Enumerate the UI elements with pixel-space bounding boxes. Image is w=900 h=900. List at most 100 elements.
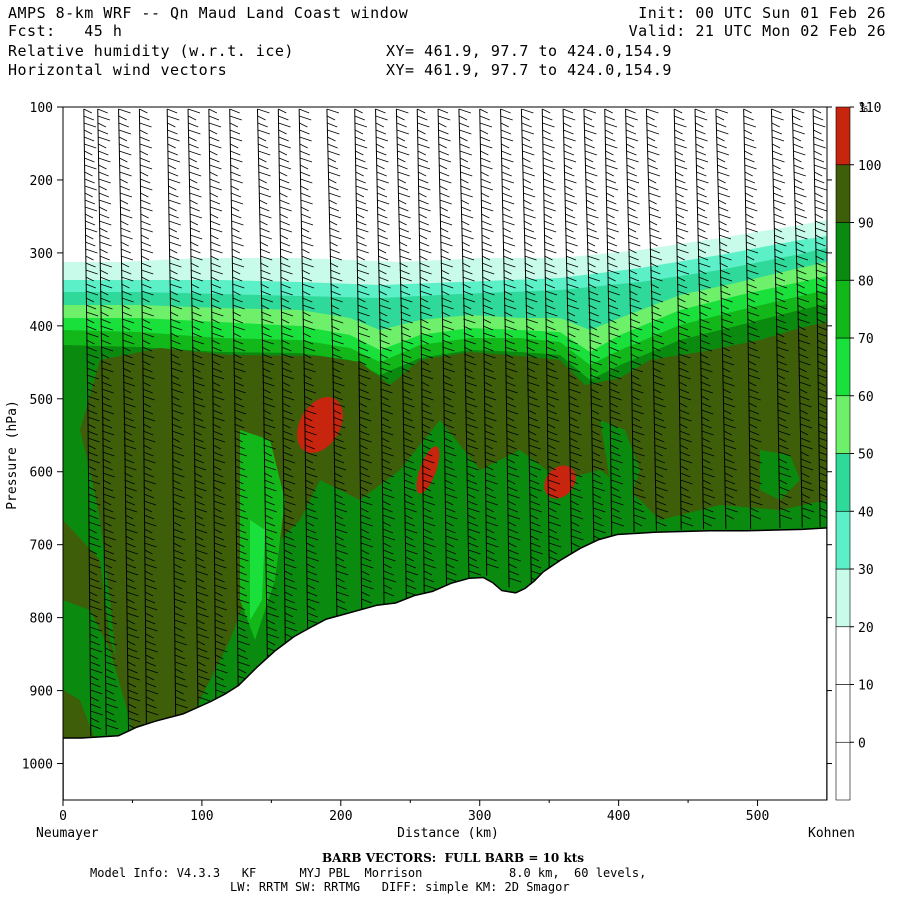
- barb-feather: [501, 150, 512, 156]
- barb-feather: [188, 129, 201, 135]
- barb-feather: [383, 563, 392, 569]
- barb-feather: [547, 472, 559, 478]
- barb-feather: [89, 619, 100, 625]
- barb-feather: [259, 241, 269, 247]
- model-info-2: LW: RRTM SW: RRTMG DIFF: simple KM: 2D S…: [230, 880, 570, 894]
- barb-feather: [146, 696, 155, 702]
- barb-feather: [300, 220, 314, 226]
- barb-feather: [169, 290, 178, 296]
- barb-feather: [210, 227, 223, 233]
- barb-feather: [593, 514, 602, 520]
- barb-feather: [440, 255, 451, 261]
- barb-feather: [676, 241, 687, 247]
- barb-feather: [283, 479, 296, 485]
- barb-feather: [521, 115, 530, 121]
- barb-feather: [300, 199, 313, 205]
- barb-feather: [443, 395, 452, 401]
- barb-feather: [776, 360, 787, 366]
- barb-feather: [776, 339, 787, 345]
- barb-feather: [142, 381, 151, 387]
- barb-feather: [696, 206, 706, 212]
- barb-feather: [84, 171, 93, 177]
- barb-feather: [528, 465, 542, 471]
- barb-feather: [88, 570, 98, 576]
- barb-feather: [145, 675, 155, 681]
- barb-feather: [678, 353, 691, 359]
- barb-feather: [377, 220, 390, 226]
- barb-feather: [460, 185, 471, 191]
- barb-feather: [405, 535, 414, 541]
- barb-feather: [378, 283, 391, 289]
- barb-feather: [86, 374, 99, 380]
- barb-feather: [263, 437, 274, 443]
- barb-feather: [442, 360, 453, 366]
- barb-feather: [445, 549, 457, 555]
- barb-feather: [300, 213, 312, 219]
- barb-feather: [800, 444, 813, 450]
- barb-feather: [210, 255, 219, 261]
- barb-feather: [609, 388, 620, 394]
- barb-feather: [189, 220, 199, 226]
- barb-feather: [305, 500, 314, 506]
- barb-feather: [285, 626, 298, 632]
- y-tick-label: 900: [30, 685, 53, 700]
- wind-barb-column: [208, 108, 228, 701]
- colorbar-label: 90: [858, 217, 874, 232]
- barb-feather: [89, 591, 98, 597]
- barb-feather: [418, 185, 431, 191]
- barb-feather: [816, 290, 827, 296]
- barb-feather: [99, 269, 109, 275]
- barb-feather: [724, 472, 734, 478]
- terrain: [63, 527, 827, 800]
- barb-feather: [231, 255, 243, 261]
- barb-feather: [333, 465, 347, 471]
- barb-feather: [480, 164, 493, 170]
- barb-feather: [126, 598, 135, 604]
- barb-feather: [586, 206, 597, 212]
- barb-feather: [503, 297, 515, 303]
- barb-feather: [611, 521, 624, 527]
- barb-feather: [485, 507, 495, 513]
- barb-feather: [567, 318, 578, 324]
- barb-feather: [419, 255, 428, 261]
- barb-feather: [608, 311, 621, 317]
- barb-feather: [772, 178, 786, 184]
- barb-feather: [143, 472, 154, 478]
- wind-barb-column: [583, 108, 606, 545]
- barb-feather: [465, 430, 475, 436]
- barb-feather: [818, 444, 827, 450]
- barb-feather: [171, 430, 184, 436]
- barb-feather: [463, 339, 477, 345]
- barb-feather: [192, 388, 201, 394]
- barb-feather: [377, 206, 386, 212]
- barb-feather: [100, 318, 111, 324]
- barb-feather: [610, 444, 619, 450]
- barb-feather: [587, 276, 600, 282]
- barb-feather: [462, 283, 471, 289]
- barb-feather: [438, 150, 449, 156]
- barb-feather: [547, 430, 558, 436]
- barb-feather: [86, 402, 96, 408]
- barb-feather: [630, 374, 640, 380]
- barb-feather: [336, 577, 345, 583]
- barb-feather: [651, 318, 664, 324]
- barb-feather: [461, 220, 470, 226]
- barb-feather: [524, 248, 535, 254]
- wind-barb-column: [479, 108, 499, 576]
- barb-feather: [399, 248, 410, 254]
- barb-feather: [777, 388, 790, 394]
- barb-feather: [377, 213, 388, 219]
- barb-feather: [188, 122, 199, 128]
- barb-feather: [379, 346, 392, 352]
- barb-feather: [404, 493, 413, 499]
- barb-feather: [305, 507, 316, 513]
- barb-feather: [211, 346, 222, 352]
- barb-feather: [814, 178, 825, 184]
- barb-feather: [214, 619, 226, 625]
- barb-feather: [87, 465, 97, 471]
- barb-feather: [818, 423, 827, 429]
- barb-feather: [522, 164, 533, 170]
- barb-feather: [171, 395, 180, 401]
- barb-feather: [125, 535, 134, 541]
- barb-feather: [527, 423, 541, 429]
